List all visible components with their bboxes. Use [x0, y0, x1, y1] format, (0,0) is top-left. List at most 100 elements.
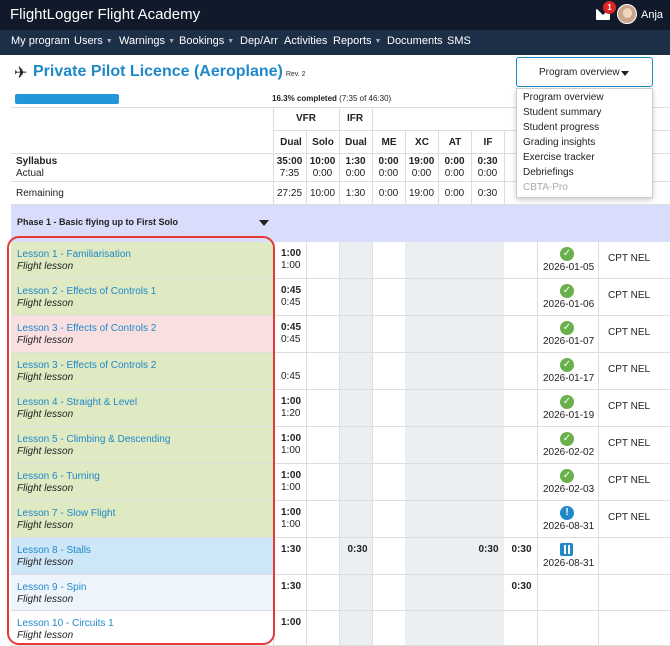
user-name[interactable]: Anja	[641, 9, 664, 21]
divider	[537, 501, 538, 537]
remaining-value: 0:00	[378, 188, 399, 199]
mail-icon[interactable]	[596, 9, 610, 20]
lesson-cell: Lesson 6 - Turning Flight lesson	[11, 464, 274, 500]
nav-activities[interactable]: Activities	[284, 35, 328, 47]
nav-documents[interactable]: Documents	[387, 35, 443, 47]
lesson-link[interactable]: Lesson 1 - Familiarisation	[17, 249, 131, 260]
divider	[306, 464, 307, 500]
planned-time: 1:30	[281, 544, 302, 555]
lesson-link[interactable]: Lesson 4 - Straight & Level	[17, 397, 138, 408]
menu-item-student-summary[interactable]: Student summary	[523, 107, 602, 118]
divider	[339, 353, 340, 389]
app-title[interactable]: FlightLogger Flight Academy	[10, 6, 201, 23]
table-row[interactable]: Lesson 10 - Circuits 1 Flight lesson 1:00	[11, 611, 670, 646]
shaded-column	[339, 501, 372, 537]
divider	[372, 353, 373, 389]
table-row[interactable]: Lesson 7 - Slow Flight Flight lesson 1:00 1…	[11, 501, 670, 538]
divider	[273, 575, 274, 610]
lesson-link[interactable]: Lesson 3 - Effects of Controls 2	[17, 360, 157, 371]
divider	[306, 390, 307, 426]
table-row[interactable]: Lesson 9 - Spin Flight lesson 1:30 0:30	[11, 575, 670, 611]
nav-users[interactable]: Users ▼	[74, 35, 113, 47]
remaining-value: 10:00	[309, 188, 336, 199]
lesson-cell: Lesson 10 - Circuits 1 Flight lesson	[11, 611, 274, 645]
table-row[interactable]: Lesson 5 - Climbing & Descending Flight l…	[11, 427, 670, 464]
progress-bar	[15, 94, 119, 104]
lesson-link[interactable]: Lesson 7 - Slow Flight	[17, 508, 116, 519]
nav-bookings[interactable]: Bookings ▼	[179, 35, 235, 47]
divider	[598, 611, 599, 645]
menu-item-debriefings[interactable]: Debriefings	[523, 167, 574, 178]
planned-time: 1:00	[281, 617, 302, 628]
lesson-link[interactable]: Lesson 10 - Circuits 1	[17, 618, 114, 629]
divider	[598, 316, 599, 352]
planned-time: 1:00	[281, 396, 302, 407]
divider	[273, 390, 274, 426]
divider	[339, 242, 340, 278]
divider	[537, 538, 538, 574]
menu-item-program-overview[interactable]: Program overview	[523, 92, 604, 103]
shaded-column	[339, 390, 372, 426]
table-row[interactable]: Lesson 4 - Straight & Level Flight lesson…	[11, 390, 670, 427]
lesson-link[interactable]: Lesson 5 - Climbing & Descending	[17, 434, 171, 445]
col-header-dual: Dual	[280, 137, 302, 148]
lesson-link[interactable]: Lesson 8 - Stalls	[17, 545, 91, 556]
divider	[537, 316, 538, 352]
nav-dep-arr[interactable]: Dep/Arr	[240, 35, 278, 47]
syllabus-value: 35:00	[276, 156, 303, 167]
nav-warnings[interactable]: Warnings ▼	[119, 35, 175, 47]
divider	[11, 153, 670, 154]
col-group-ifr: IFR	[347, 113, 364, 124]
program-overview-dropdown[interactable]: Program overview	[516, 57, 653, 87]
divider	[598, 464, 599, 500]
actual-value: 0:00	[477, 168, 498, 179]
lesson-cell: Lesson 4 - Straight & Level Flight lesson	[11, 390, 274, 426]
actual-time: 1:00	[281, 482, 301, 493]
lesson-cell: Lesson 3 - Effects of Controls 2 Flight l…	[11, 316, 274, 352]
divider	[273, 242, 274, 278]
actual-value: 0:00	[312, 168, 333, 179]
divider	[339, 107, 340, 204]
chevron-down-icon[interactable]	[259, 220, 269, 226]
check-icon: ✓	[560, 432, 574, 446]
divider	[598, 390, 599, 426]
divider	[273, 538, 274, 574]
table-row[interactable]: Lesson 8 - Stalls Flight lesson 1:30 0:30 0:…	[11, 538, 670, 575]
lesson-cell: Lesson 1 - Familiarisation Flight lesson	[11, 242, 274, 278]
nav-my-program[interactable]: My program	[11, 35, 70, 47]
syllabus-value: 0:00	[378, 156, 399, 167]
table-row[interactable]: Lesson 2 - Effects of Controls 1 Flight l…	[11, 279, 670, 316]
if-time: 0:30	[478, 544, 499, 555]
table-row[interactable]: Lesson 6 - Turning Flight lesson 1:00 1:00 ✓…	[11, 464, 670, 501]
lesson-link[interactable]: Lesson 6 - Turning	[17, 471, 100, 482]
lesson-cell: Lesson 2 - Effects of Controls 1 Flight l…	[11, 279, 274, 315]
check-icon: ✓	[560, 321, 574, 335]
table-row[interactable]: Lesson 1 - Familiarisation Flight lesson 1…	[11, 242, 670, 279]
phase-header[interactable]: Phase 1 - Basic flying up to First Solo	[11, 205, 670, 242]
table-row[interactable]: Lesson 3 - Effects of Controls 2 Flight l…	[11, 353, 670, 390]
lesson-type: Flight lesson	[17, 409, 74, 420]
page-title: Private Pilot Licence (Aeroplane) Rev. 2	[33, 63, 306, 80]
menu-item-student-progress[interactable]: Student progress	[523, 122, 600, 133]
menu-item-grading-insights[interactable]: Grading insights	[523, 137, 596, 148]
avatar[interactable]	[617, 4, 637, 24]
menu-item-exercise-tracker[interactable]: Exercise tracker	[523, 152, 595, 163]
calendar-icon[interactable]	[560, 543, 573, 556]
shaded-column	[339, 427, 372, 463]
syllabus-value: 19:00	[408, 156, 435, 167]
nav-sms[interactable]: SMS	[447, 35, 471, 47]
lesson-link[interactable]: Lesson 2 - Effects of Controls 1	[17, 286, 157, 297]
divider	[372, 501, 373, 537]
caret-down-icon	[621, 71, 629, 76]
phase-title: Phase 1 - Basic flying up to First Solo	[17, 217, 179, 227]
lesson-type: Flight lesson	[17, 446, 74, 457]
divider	[273, 611, 274, 645]
table-row[interactable]: Lesson 3 - Effects of Controls 2 Flight l…	[11, 316, 670, 353]
notification-badge: 1	[603, 1, 616, 14]
divider	[339, 575, 340, 610]
nav-reports[interactable]: Reports ▼	[333, 35, 382, 47]
lesson-link[interactable]: Lesson 9 - Spin	[17, 582, 87, 593]
divider	[273, 279, 274, 315]
lesson-link[interactable]: Lesson 3 - Effects of Controls 2	[17, 323, 157, 334]
shaded-column	[405, 279, 504, 315]
